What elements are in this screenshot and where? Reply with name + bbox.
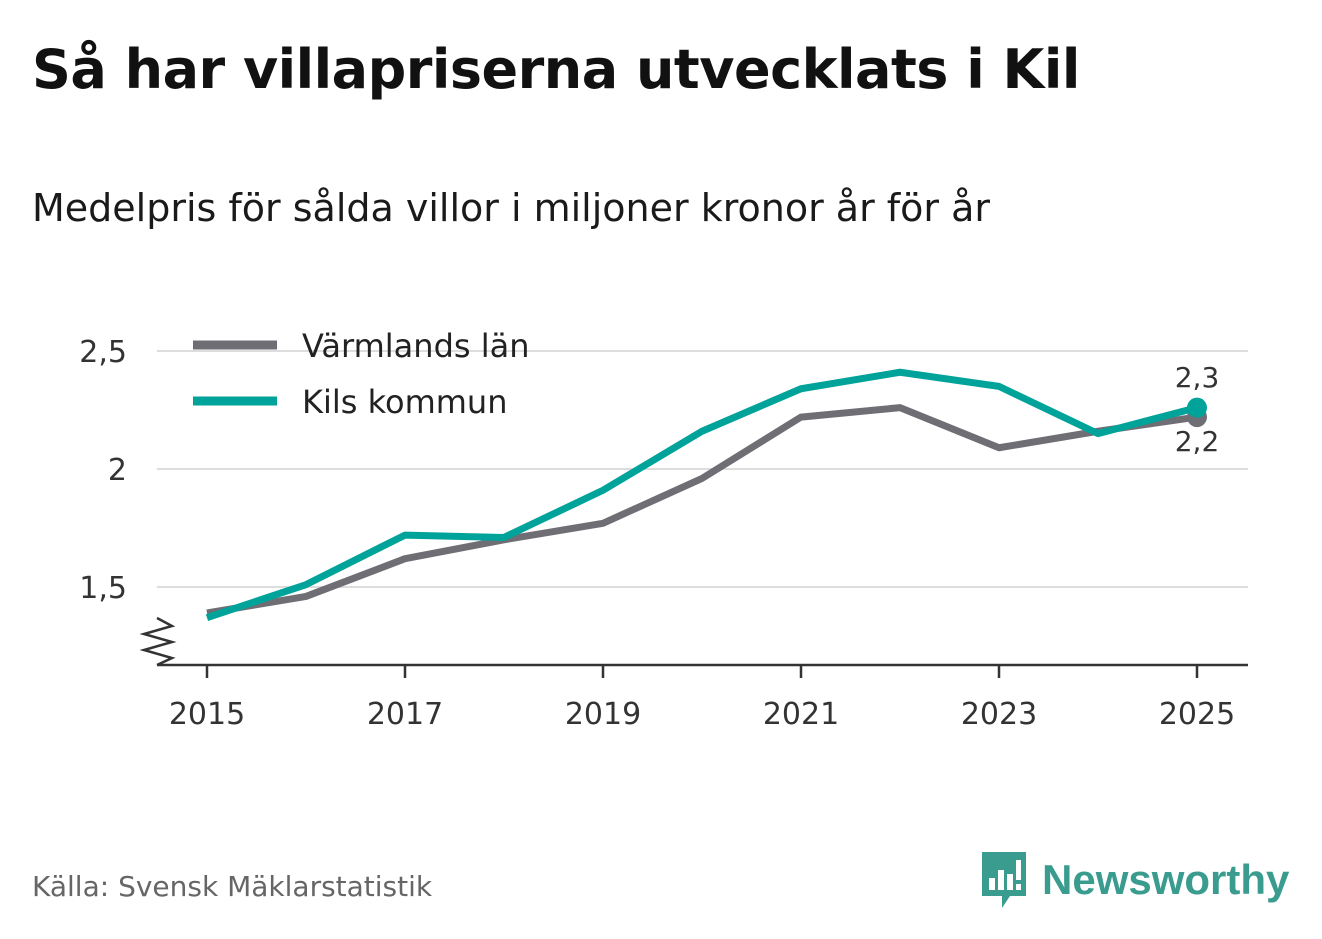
chart-title: Så har villapriserna utvecklats i Kil [32,38,1080,101]
axis-break-icon [139,616,177,667]
series-line-1 [205,368,1198,621]
series-line-0 [206,404,1198,617]
y-tick-label: 2,5 [79,335,127,370]
y-tick-label: 1,5 [79,571,127,606]
x-tick-label: 2023 [961,697,1037,732]
y-axis-ticks: 1,5 2 2,5 [79,335,127,606]
series-end-point-1 [1187,397,1207,418]
brand-logo: Newsworthy [980,848,1289,912]
line-chart: 1,5 2 2,5 2015 2017 2019 2021 2023 2025 Värmlan… [79,327,1248,732]
newsworthy-logo-icon [982,852,1026,908]
x-axis: 2015 2017 2019 2021 2023 2025 [139,616,1248,732]
legend-label-0: Värmlands län [302,327,530,365]
end-label-varmlands-lan: 2,2 [1175,425,1220,458]
legend: Värmlands län Kils kommun [193,327,530,421]
brand-name: Newsworthy [1042,856,1290,903]
x-tick-label: 2025 [1159,697,1235,732]
x-tick-label: 2017 [367,697,443,732]
chart-subtitle: Medelpris för sålda villor i miljoner kr… [32,186,991,230]
end-label-kils-kommun: 2,3 [1175,361,1220,394]
end-labels: 2,3 2,2 [1175,361,1220,458]
x-tick-label: 2021 [763,697,839,732]
legend-label-1: Kils kommun [302,383,507,421]
x-tick-label: 2015 [169,697,245,732]
x-tick-label: 2019 [565,697,641,732]
series-lines [205,368,1207,621]
source-note: Källa: Svensk Mäklarstatistik [32,870,433,903]
y-tick-label: 2 [108,453,127,488]
